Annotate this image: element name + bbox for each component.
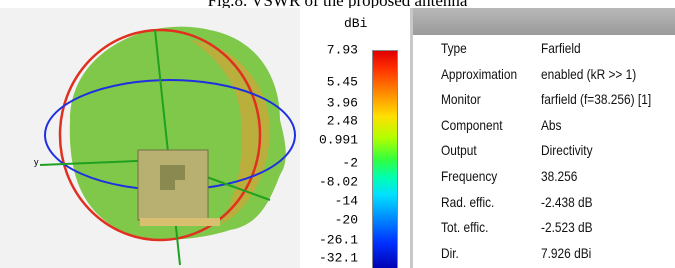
colorbar-label: 0.991: [319, 133, 358, 148]
property-value: Farfield: [541, 40, 581, 56]
colorbar-label: -14: [335, 194, 358, 209]
colorbar-unit: dBi: [344, 16, 367, 31]
property-name: Rad. effic.: [441, 194, 494, 210]
property-value: 38.256: [541, 168, 577, 184]
colorbar-label: -32.1: [319, 251, 358, 266]
property-name: Approximation: [441, 66, 517, 82]
screenshot: Fig.8. VSWR of the proposed antenna y dB…: [0, 0, 675, 268]
axis-label: y: [34, 157, 39, 167]
property-name: Output: [441, 142, 477, 158]
colorbar-label: -8.02: [319, 175, 358, 190]
colorbar-panel: dBi 7.93 5.45 3.96 2.48 0.991 -2 -8.02 -14 -20 -2…: [300, 8, 408, 268]
farfield-view: y: [0, 0, 300, 268]
antenna-edge: [140, 218, 220, 226]
property-name: Tot. effic.: [441, 219, 488, 235]
property-value: Directivity: [541, 142, 593, 158]
property-value: 7.926 dBi: [541, 245, 591, 261]
colorbar-label: -2: [342, 156, 358, 171]
colorbar-label: 5.45: [327, 75, 358, 90]
colorbar-label: 3.96: [327, 96, 358, 111]
properties-panel: Type Farfield Approximation enabled (kR >> …: [410, 8, 675, 268]
property-name: Dir.: [441, 245, 459, 261]
colorbar-label: 7.93: [327, 43, 358, 58]
property-name: Component: [441, 117, 503, 133]
colorbar-label: 2.48: [327, 114, 358, 129]
colorbar: [372, 50, 398, 268]
property-name: Type: [441, 40, 467, 56]
property-value: -2.438 dB: [541, 194, 593, 210]
property-value: -2.523 dB: [541, 219, 593, 235]
property-name: Frequency: [441, 168, 497, 184]
property-name: Monitor: [441, 91, 481, 107]
property-value: enabled (kR >> 1): [541, 66, 636, 82]
panel-header: [413, 8, 675, 35]
property-value: farfield (f=38.256) [1]: [541, 91, 651, 107]
property-value: Abs: [541, 117, 562, 133]
colorbar-label: -26.1: [319, 233, 358, 248]
colorbar-label: -20: [335, 213, 358, 228]
